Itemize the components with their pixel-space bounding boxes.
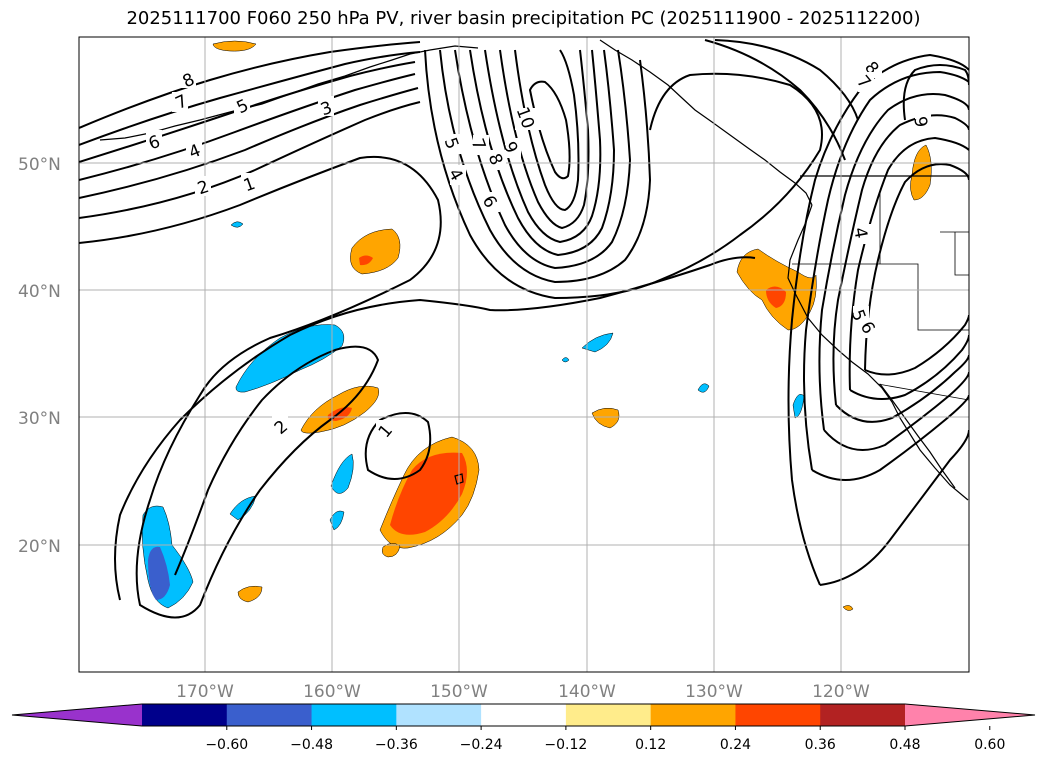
pv-contour-line: [79, 156, 442, 619]
lon-label: 130°W: [685, 682, 743, 702]
pv-contour-line: [849, 334, 969, 400]
colorbar-extend-high: [905, 704, 1035, 726]
colorbar-segment: [565, 704, 652, 726]
pv-contour-line: [364, 412, 432, 480]
pv-contour-line: [864, 163, 969, 371]
colorbar-tick-label: 0.12: [635, 737, 666, 753]
pc-positive-region: [591, 407, 620, 429]
colorbar-segment: [735, 704, 821, 726]
pc-negative-region: [581, 332, 614, 353]
pv-contour-line: [714, 39, 859, 121]
hawaiian-island: [454, 473, 464, 485]
pv-contour-line: [818, 93, 969, 431]
pv-contour-line: [835, 354, 969, 423]
pv-contour-line: [79, 41, 421, 129]
colorbar-tick-label: 0.60: [974, 737, 1005, 753]
colorbar-tick-label: 0.36: [805, 737, 836, 753]
latitude-labels: 50°N 40°N 30°N 20°N: [18, 155, 61, 557]
pc-positive-region: [237, 585, 263, 603]
colorbar-tick-label: 0.24: [720, 737, 751, 753]
pv-contour-line: [79, 51, 421, 146]
pv-contour-line: [528, 80, 571, 180]
colorbar-tick-label: −0.12: [544, 737, 587, 753]
map-frame: [78, 36, 970, 673]
colorbar-segment: [142, 704, 228, 726]
lon-label: 140°W: [558, 682, 616, 702]
pv-contour-line: [819, 429, 969, 586]
lat-label: 40°N: [18, 282, 61, 302]
west-coast-north-america: [787, 204, 969, 501]
colorbar-tick-label: −0.24: [460, 737, 503, 753]
lat-label: 50°N: [18, 155, 61, 175]
lon-label: 150°W: [430, 682, 488, 702]
colorbar-tick-label: 0.48: [889, 737, 920, 753]
pc-strong-positive-region: [359, 255, 373, 266]
colorbar-tick-label: −0.36: [375, 737, 418, 753]
contour-label: 4: [849, 226, 871, 240]
colorbar-segment: [481, 704, 567, 726]
pc-strong-positive-region: [390, 452, 467, 535]
us-state-border: [792, 190, 969, 401]
pv-contour-line: [499, 49, 590, 230]
pv-contour-line: [439, 49, 652, 284]
pv-contour-line: [704, 39, 846, 161]
pv-contour-line: [811, 394, 969, 481]
colorbar-tick-label: −0.48: [290, 737, 333, 753]
lon-label: 170°W: [176, 682, 234, 702]
graticule: [79, 37, 969, 672]
pc-negative-region: [235, 324, 345, 393]
alaska-southeast-coast: [599, 39, 813, 206]
pc-negative-region: [561, 357, 570, 363]
pv-contour-line: [902, 64, 969, 121]
contour-label: 9: [909, 115, 931, 129]
pc-strong-negative-region: [148, 546, 170, 600]
pc-positive-region: [212, 40, 257, 52]
pc-negative-region: [697, 383, 710, 393]
lon-label: 160°W: [303, 682, 361, 702]
map-plot-area: 8 7 6 5 4 3 2 1 10 9 8 7 6 5: [79, 37, 969, 672]
lat-label: 20°N: [18, 537, 61, 557]
pv-contour-labels: 8 7 6 5 4 3 2 1 10 9 8 7 6 5: [146, 58, 931, 442]
pc-negative-region: [230, 221, 244, 228]
pv-contour-line: [79, 101, 421, 219]
colorbar: −0.60 −0.48 −0.36 −0.24 −0.12 0.12 0.24 0.36 0.4…: [11, 703, 1036, 753]
pv-contour-line: [832, 114, 969, 406]
pc-positive-region: [910, 144, 932, 201]
pv-contour-line: [848, 136, 969, 391]
lon-label: 120°W: [812, 682, 870, 702]
pv-contours: [79, 39, 969, 619]
colorbar-tick-label: −0.60: [205, 737, 248, 753]
pv-contour-line: [803, 70, 969, 471]
pv-contour-line: [823, 371, 969, 451]
colorbar-extend-low: [12, 704, 142, 726]
pc-negative-region: [329, 510, 345, 531]
pc-negative-region: [330, 453, 354, 494]
pv-contour-line: [864, 314, 969, 376]
longitude-labels: 170°W 160°W 150°W 140°W 130°W 120°W: [176, 682, 870, 702]
pv-contour-line: [454, 49, 632, 270]
colorbar-segment: [311, 704, 397, 726]
precip-pc-shading: [141, 40, 932, 611]
pv-contour-line: [79, 61, 416, 163]
lat-label: 30°N: [18, 409, 61, 429]
pc-positive-region: [842, 605, 854, 611]
colorbar-segment: [226, 704, 313, 726]
colorbar-outline: [11, 703, 1036, 727]
colorbar-segment: [650, 704, 736, 726]
pc-strong-positive-region: [766, 286, 786, 308]
pv-contour-line: [514, 49, 580, 212]
pv-contour-line: [424, 49, 823, 300]
pv-contour-line: [79, 87, 419, 199]
colorbar-segment: [396, 704, 482, 726]
colorbar-segment: [820, 704, 906, 726]
pc-positive-region: [381, 543, 401, 558]
map-title: 2025111700 F060 250 hPa PV, river basin …: [126, 8, 921, 29]
pv-contour-line: [484, 49, 602, 244]
pv-contour-line: [787, 53, 969, 586]
pv-contour-line: [79, 73, 416, 181]
